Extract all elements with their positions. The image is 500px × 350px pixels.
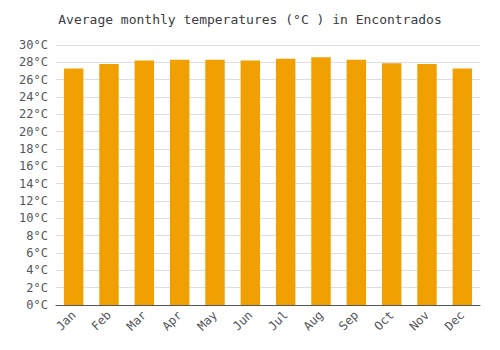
svg-text:30°C: 30°C [19,38,48,52]
svg-text:Jul: Jul [265,308,290,333]
svg-text:Oct: Oct [371,308,396,333]
svg-text:16°C: 16°C [19,159,48,173]
svg-text:26°C: 26°C [19,73,48,87]
svg-text:22°C: 22°C [19,107,48,121]
svg-text:Aug: Aug [301,308,326,333]
svg-text:4°C: 4°C [26,263,48,277]
svg-text:Mar: Mar [124,308,149,333]
svg-text:Feb: Feb [89,308,114,333]
svg-text:May: May [195,308,220,333]
svg-text:8°C: 8°C [26,229,48,243]
svg-text:14°C: 14°C [19,177,48,191]
svg-text:Jan: Jan [53,308,78,333]
svg-text:Apr: Apr [159,308,184,333]
svg-text:Nov: Nov [407,308,432,333]
svg-text:Sep: Sep [336,308,361,333]
svg-text:Average monthly temperatures (: Average monthly temperatures (°C ) in En… [58,12,442,27]
svg-text:2°C: 2°C [26,281,48,295]
svg-text:0°C: 0°C [26,298,48,312]
svg-text:Dec: Dec [442,308,467,333]
svg-text:10°C: 10°C [19,211,48,225]
svg-text:24°C: 24°C [19,90,48,104]
svg-text:28°C: 28°C [19,55,48,69]
svg-text:20°C: 20°C [19,125,48,139]
svg-text:Jun: Jun [230,308,255,333]
svg-text:18°C: 18°C [19,142,48,156]
svg-text:12°C: 12°C [19,194,48,208]
svg-text:6°C: 6°C [26,246,48,260]
